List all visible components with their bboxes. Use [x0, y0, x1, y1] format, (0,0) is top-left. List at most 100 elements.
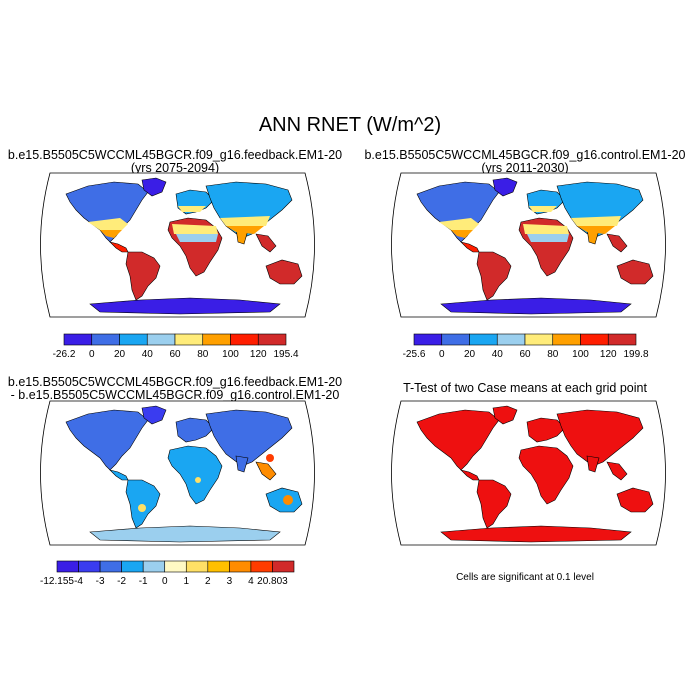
colorbar-label: -26.2 — [53, 349, 76, 360]
panel-2-colorbar: -25.6 0 20 40 60 80 100 120 199.8 — [403, 333, 649, 360]
panel-3-title-line2: - b.e15.B5505C5WCCML45BGCR.f09_g16.contr… — [10, 388, 340, 402]
panel-4-map — [391, 400, 666, 546]
continent-greenland — [492, 405, 518, 425]
na-yellow-band — [88, 218, 128, 230]
panel-1-map — [40, 172, 315, 318]
diff-spot-2 — [283, 495, 293, 505]
continent-greenland — [141, 177, 167, 197]
significance-note: Cells are significant at 0.1 level — [456, 572, 594, 583]
panel-2-title-line2: (yrs 2011-2030) — [481, 161, 569, 175]
continent-australia — [616, 487, 654, 513]
africa-sahara-band — [527, 234, 569, 242]
colorbar-swatch — [119, 333, 148, 346]
continent-india — [235, 455, 249, 473]
continent-australia — [616, 259, 654, 285]
colorbar-swatch — [63, 333, 93, 346]
colorbar-label: 20.803 — [257, 576, 288, 587]
continent-se-asia — [255, 461, 277, 481]
colorbar-label: 0 — [439, 349, 445, 360]
continent-greenland — [492, 177, 518, 197]
colorbar-swatch — [257, 333, 287, 346]
colorbar-swatch — [164, 560, 187, 573]
asia-orange-band — [226, 226, 264, 234]
continent-antarctica — [440, 525, 632, 543]
diff-spot-3 — [266, 454, 274, 462]
colorbar-swatch — [207, 560, 230, 573]
continent-asia — [556, 409, 644, 467]
panel-1-title-line2: (yrs 2075-2094) — [130, 161, 220, 175]
colorbar-swatch — [99, 560, 122, 573]
diff-spot-1 — [138, 504, 146, 512]
continent-asia — [205, 409, 293, 467]
colorbar-label: -12.155 — [40, 576, 74, 587]
colorbar-swatch — [272, 560, 295, 573]
asia-yellow-band — [220, 216, 270, 226]
colorbar-swatch — [56, 560, 79, 573]
continent-australia — [265, 259, 303, 285]
continent-india — [586, 455, 600, 473]
colorbar-label: 80 — [197, 349, 209, 360]
na-orange-band — [100, 230, 122, 238]
continent-se-asia — [606, 233, 628, 253]
figure-title: ANN RNET (W/m^2) — [258, 114, 442, 136]
na-orange-band — [451, 230, 473, 238]
panel-1-colorbar: -26.2 0 20 40 60 80 100 120 195.4 — [53, 333, 299, 360]
colorbar-label: -25.6 — [403, 349, 426, 360]
colorbar-label: 60 — [169, 349, 181, 360]
colorbar-swatch — [121, 560, 144, 573]
colorbar-swatch — [174, 333, 204, 346]
colorbar-label: 120 — [250, 349, 267, 360]
europe-yellow-band — [178, 206, 206, 212]
panel-4-title: T-Test of two Case means at each grid po… — [403, 381, 647, 395]
continent-europe — [526, 417, 566, 443]
continent-europe — [175, 417, 215, 443]
colorbar-label: -1 — [139, 576, 148, 587]
colorbar-swatch — [78, 560, 101, 573]
colorbar-swatch — [607, 333, 637, 346]
asia-orange-band — [577, 226, 615, 234]
continent-africa — [518, 445, 574, 505]
panel-2-map — [391, 172, 666, 318]
colorbar-label: 80 — [547, 349, 559, 360]
colorbar-swatch — [552, 333, 581, 346]
continent-antarctica — [89, 525, 281, 543]
colorbar-label: 100 — [572, 349, 589, 360]
colorbar-label: 0 — [89, 349, 95, 360]
colorbar-label: 0 — [162, 576, 168, 587]
continent-se-asia — [606, 461, 628, 481]
colorbar-label: 1 — [183, 576, 189, 587]
continent-north-america — [416, 409, 500, 471]
colorbar-swatch — [250, 560, 273, 573]
colorbar-label: 195.4 — [273, 349, 298, 360]
colorbar-label: 199.8 — [623, 349, 648, 360]
colorbar-label: 2 — [205, 576, 211, 587]
continent-antarctica — [440, 297, 632, 315]
continent-south-america — [476, 251, 512, 301]
na-yellow-band — [439, 218, 479, 230]
colorbar-label: 3 — [227, 576, 233, 587]
europe-yellow-band — [529, 206, 557, 212]
panel-3-title-line1: b.e15.B5505C5WCCML45BGCR.f09_g16.feedbac… — [7, 375, 343, 389]
continent-south-america — [125, 251, 161, 301]
colorbar-label: -4 — [74, 576, 83, 587]
colorbar-swatch — [441, 333, 470, 346]
colorbar-swatch — [91, 333, 120, 346]
colorbar-label: 20 — [464, 349, 476, 360]
panel-3-colorbar: -12.155 -4 -3 -2 -1 0 1 2 3 4 20.803 — [40, 560, 295, 587]
asia-yellow-band — [571, 216, 621, 226]
colorbar-label: 40 — [142, 349, 154, 360]
colorbar-swatch — [230, 333, 259, 346]
colorbar-label: 4 — [248, 576, 254, 587]
colorbar-swatch — [524, 333, 554, 346]
continent-se-asia — [255, 233, 277, 253]
colorbar-swatch — [142, 560, 166, 573]
panel-3-map — [40, 400, 315, 546]
colorbar-label: 100 — [222, 349, 239, 360]
continent-africa — [167, 445, 223, 505]
colorbar-swatch — [185, 560, 209, 573]
colorbar-swatch — [146, 333, 176, 346]
colorbar-label: 120 — [600, 349, 617, 360]
colorbar-swatch — [469, 333, 498, 346]
colorbar-swatch — [202, 333, 231, 346]
panel-2-title-line1: b.e15.B5505C5WCCML45BGCR.f09_g16.control… — [364, 148, 686, 162]
